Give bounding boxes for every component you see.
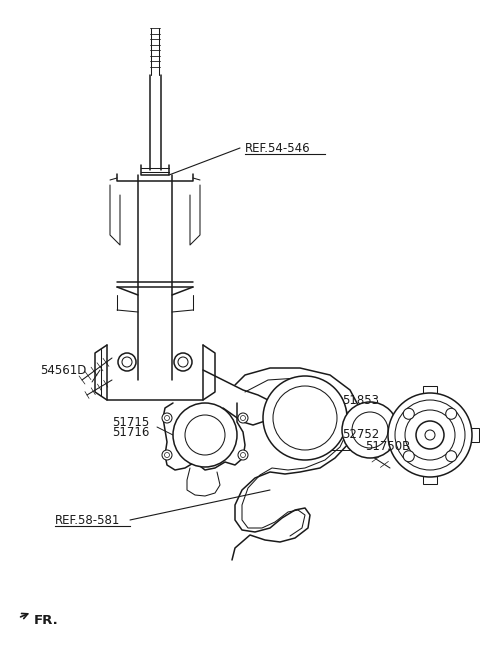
Circle shape [263, 376, 347, 460]
Circle shape [342, 402, 398, 458]
FancyBboxPatch shape [423, 386, 437, 400]
Circle shape [238, 413, 248, 423]
FancyBboxPatch shape [381, 428, 395, 442]
Text: REF.58-581: REF.58-581 [55, 514, 120, 527]
Text: 51853: 51853 [342, 394, 379, 407]
Text: FR.: FR. [34, 613, 59, 626]
Circle shape [238, 450, 248, 460]
FancyBboxPatch shape [423, 470, 437, 484]
Circle shape [162, 413, 172, 423]
Circle shape [118, 353, 136, 371]
Circle shape [173, 403, 237, 467]
Circle shape [174, 353, 192, 371]
Circle shape [388, 393, 472, 477]
Circle shape [446, 408, 456, 419]
Text: 52752: 52752 [342, 428, 379, 441]
Circle shape [162, 450, 172, 460]
Text: 51750B: 51750B [365, 440, 410, 453]
Circle shape [446, 451, 456, 462]
Text: REF.54-546: REF.54-546 [245, 142, 311, 155]
Text: 51715: 51715 [112, 415, 149, 428]
Circle shape [403, 408, 414, 419]
Text: 54561D: 54561D [40, 363, 86, 377]
FancyBboxPatch shape [465, 428, 479, 442]
Text: 51716: 51716 [112, 426, 149, 440]
Circle shape [403, 451, 414, 462]
